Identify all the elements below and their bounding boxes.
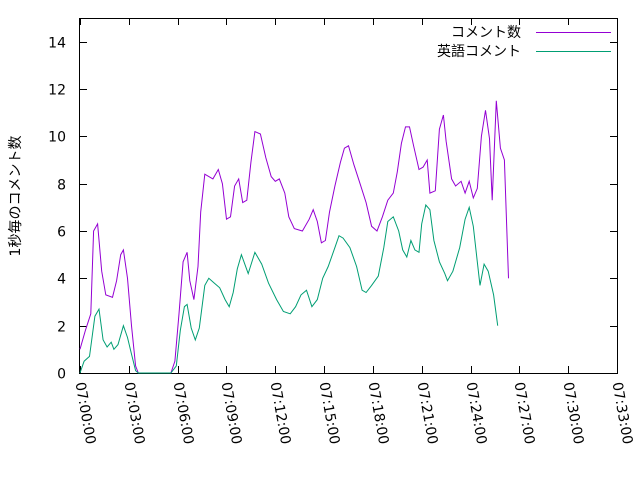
- x-tick-label: 07:09:00: [218, 381, 245, 446]
- y-tick-label: 10: [48, 130, 66, 146]
- x-tick-label: 07:24:00: [463, 381, 490, 446]
- y-tick-label: 12: [48, 83, 66, 99]
- y-tick-label: 8: [57, 178, 66, 194]
- x-tick-label: 07:18:00: [365, 381, 392, 446]
- x-tick-label: 07:30:00: [560, 381, 587, 446]
- x-tick-label: 07:33:00: [609, 381, 636, 446]
- y-tick-label: 14: [48, 36, 66, 52]
- x-tick-label: 07:00:00: [72, 381, 99, 446]
- y-tick-label: 4: [57, 272, 66, 288]
- y-axis-ticks: 0 2 4 6 8 10 12 14: [48, 36, 617, 383]
- series-line-1: [79, 203, 499, 374]
- y-tick-label: 6: [57, 225, 66, 241]
- y-axis-label: 1秒毎のコメント数: [8, 136, 24, 257]
- x-tick-label: 07:21:00: [414, 381, 441, 446]
- x-tick-label: 07:03:00: [121, 381, 148, 446]
- legend-label: 英語コメント: [437, 43, 521, 60]
- series-line-0: [79, 100, 509, 374]
- plot-frame: [79, 18, 618, 374]
- x-tick-label: 07:15:00: [316, 381, 343, 446]
- y-tick-label: 0: [57, 367, 66, 383]
- legend-label: コメント数: [451, 25, 521, 41]
- x-axis-ticks: 07:00:00 07:03:00 07:06:00 07:09:00 07:12:00…: [72, 18, 636, 446]
- series-lines: [79, 100, 509, 374]
- x-tick-label: 07:27:00: [511, 381, 538, 446]
- x-tick-label: 07:12:00: [267, 381, 294, 446]
- x-tick-label: 07:06:00: [170, 381, 197, 446]
- y-tick-label: 2: [57, 320, 66, 336]
